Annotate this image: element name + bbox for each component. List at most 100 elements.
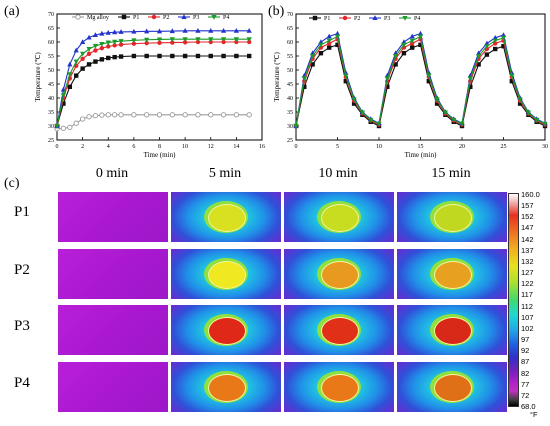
hot-spot [434,317,472,345]
hot-spot [208,317,246,345]
chart-a-legend-item: P2 [148,14,169,21]
chart-b-series-p1 [293,42,548,129]
colorbar-tick-label: 72 [521,390,530,400]
chart-b-data-point [385,84,390,89]
chart-a-data-point [80,51,86,57]
chart-b-data-point [417,30,424,36]
chart-a-data-point [220,37,227,42]
chart-b-data-point [434,97,440,103]
chart-b-legend-marker [402,16,408,21]
chart-a-data-point [118,54,124,59]
chart-a-data-point [112,43,117,48]
chart-a-data-point [112,29,118,35]
chart-a-data-point [169,37,175,42]
chart-b-data-point [310,62,315,67]
colorbar-tick-label: 112 [521,301,533,311]
chart-b-x-tick-label: 25 [501,144,507,150]
chart-b-data-point [493,46,498,52]
chart-a-y-tick-label: 30 [48,124,54,130]
chart-b-data-point [351,101,357,106]
chart-a-data-point [92,32,99,37]
chart-b-series-line [295,32,546,127]
hot-spot [208,374,246,402]
chart-a-legend-label: P4 [223,15,229,21]
chart-a-data-point [67,124,73,131]
hot-spot [321,261,359,289]
chart-b-legend-item: P2 [339,15,360,22]
chart-a-x-tick-label: 16 [259,144,265,150]
chart-a-data-point [144,37,150,43]
chart-a-data-point [246,37,252,42]
chart-a-data-point [208,37,214,42]
colorbar-tick-label: 132 [521,256,534,266]
chart-a-data-point [170,53,175,59]
colorbar-tick-label: 157 [521,201,534,211]
chart-b-data-point [368,117,374,123]
colorbar-unit: °F [530,410,538,419]
chart-b-data-point [451,117,457,123]
chart-a-data-point [99,41,105,47]
chart-a-data-point [67,72,73,77]
chart-a-data-point [220,112,227,118]
chart-a-data-point [157,40,162,46]
chart-b-x-tick-label: 30 [542,144,548,150]
chart-b-data-point [476,62,481,67]
chart-b-y-tick-label: 55 [287,54,293,60]
chart-b-data-point [500,35,507,41]
thermal-image [397,362,507,412]
chart-a-data-point [234,53,239,59]
chart-b-data-point [484,44,490,49]
chart-b-data-point [534,117,540,123]
chart-a-legend-label: Mg alloy [87,15,109,21]
chart-a-data-point [233,28,239,33]
chart-b-data-point [343,73,349,79]
chart-a-data-point [106,44,111,49]
chart-a-data-point [156,112,163,118]
chart-a-y-tick-label: 25 [48,138,54,144]
chart-a-data-point [246,28,252,33]
chart-a-series-line [56,114,250,130]
chart-b-data-point [542,121,548,127]
colorbar-tick-label: 147 [521,223,534,233]
chart-a-x-axis-label: Time (min) [144,151,176,159]
chart-b-data-point [293,124,299,129]
chart-b-y-tick-label: 30 [287,124,293,130]
chart-b-data-point [310,54,316,59]
chart-a-data-point [93,59,98,64]
chart-a-x-tick-label: 8 [158,144,161,150]
chart-a-legend-item: Mg alloy [72,14,109,21]
hot-spot [321,374,359,402]
chart-b-series-p4 [293,34,548,129]
chart-a-data-point [67,61,73,67]
chart-a-data-point [195,37,201,42]
hot-spot [434,374,472,402]
chart-b-data-point [426,73,432,79]
row-label-p3: P3 [14,318,30,334]
chart-a-legend-item: P1 [118,14,139,21]
chart-a-data-point [118,42,124,47]
chart-a-data-point [112,112,118,118]
chart-a-series-p1 [54,53,252,129]
chart-a-data-point [60,93,67,98]
chart-a-data-point [131,38,137,44]
chart-a-data-point [92,43,99,49]
chart-a-data-point [80,56,85,61]
chart-b-data-point [509,73,515,79]
chart-a-data-point [131,112,137,118]
colorbar-tick-label: 92 [521,346,530,356]
colorbar-tick-label: 137 [521,245,534,255]
chart-a-data-point [73,47,79,53]
chart-a-data-point [246,112,252,118]
chart-a-data-point [118,29,124,34]
chart-b-data-point [418,42,423,47]
chart-a-legend-marker [121,14,127,20]
chart-b-legend-marker [372,15,378,20]
chart-a-data-point [54,124,60,129]
chart-a-series-line [56,38,250,127]
chart-a-legend-item: P4 [208,15,229,21]
chart-a-data-point [169,28,175,34]
chart-b-data-point [401,42,407,48]
chart-b-data-point [318,42,324,48]
colorbar-tick-label: 122 [521,279,534,289]
chart-a-series-mg-alloy [54,112,252,132]
